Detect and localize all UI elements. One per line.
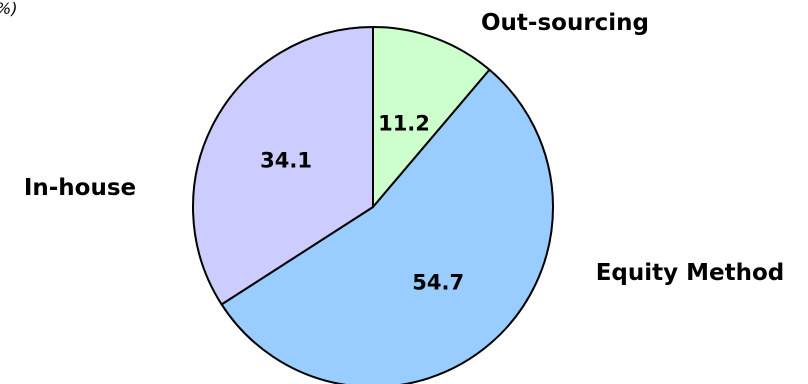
value-label: 11.2 xyxy=(378,112,430,136)
pie-labels: 11.2 Out-sourcing 54.7 Equity Method 34.1 In-… xyxy=(24,10,784,295)
pie-slice-out-sourcing xyxy=(372,26,491,208)
pie-slice-in-house xyxy=(192,26,374,306)
unit-label: %) xyxy=(0,0,17,18)
category-label: Out-sourcing xyxy=(481,10,649,36)
pie-slice-equity-method xyxy=(220,68,554,384)
category-label: Equity Method xyxy=(596,260,785,286)
value-label: 34.1 xyxy=(260,149,312,173)
category-label: In-house xyxy=(24,175,136,201)
value-label: 54.7 xyxy=(412,271,464,295)
pie-slices xyxy=(192,26,554,384)
